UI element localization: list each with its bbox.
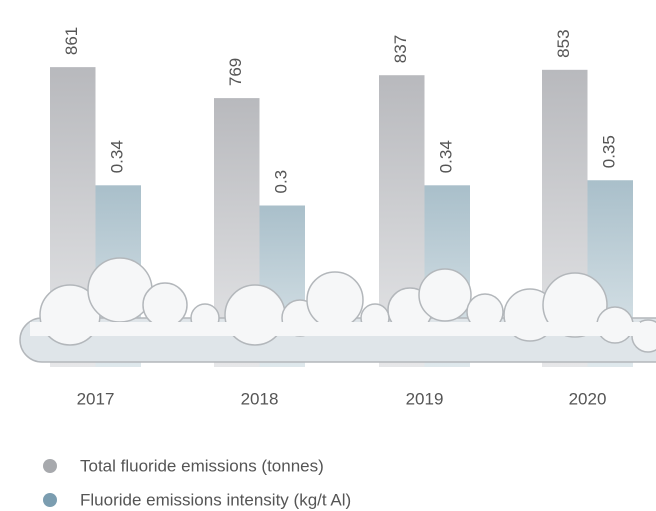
legend-label: Total fluoride emissions (tonnes) <box>80 456 324 475</box>
value-label: 0.3 <box>272 170 291 194</box>
x-tick-label: 2017 <box>77 389 115 408</box>
value-label: 853 <box>554 29 573 57</box>
cloud <box>19 257 656 363</box>
x-tick-label: 2020 <box>569 389 607 408</box>
x-tick-label: 2018 <box>241 389 279 408</box>
x-tick-label: 2019 <box>406 389 444 408</box>
value-label: 861 <box>62 27 81 55</box>
value-label: 769 <box>226 58 245 86</box>
legend-label: Fluoride emissions intensity (kg/t Al) <box>80 490 351 509</box>
value-label: 0.34 <box>108 140 127 173</box>
legend-marker <box>43 493 57 507</box>
value-label: 0.34 <box>437 140 456 173</box>
value-label: 837 <box>391 35 410 63</box>
value-label: 0.35 <box>600 135 619 168</box>
labels: 861 769 837 853 Total fluoride emissions (to… <box>43 27 619 509</box>
legend-marker <box>43 459 57 473</box>
